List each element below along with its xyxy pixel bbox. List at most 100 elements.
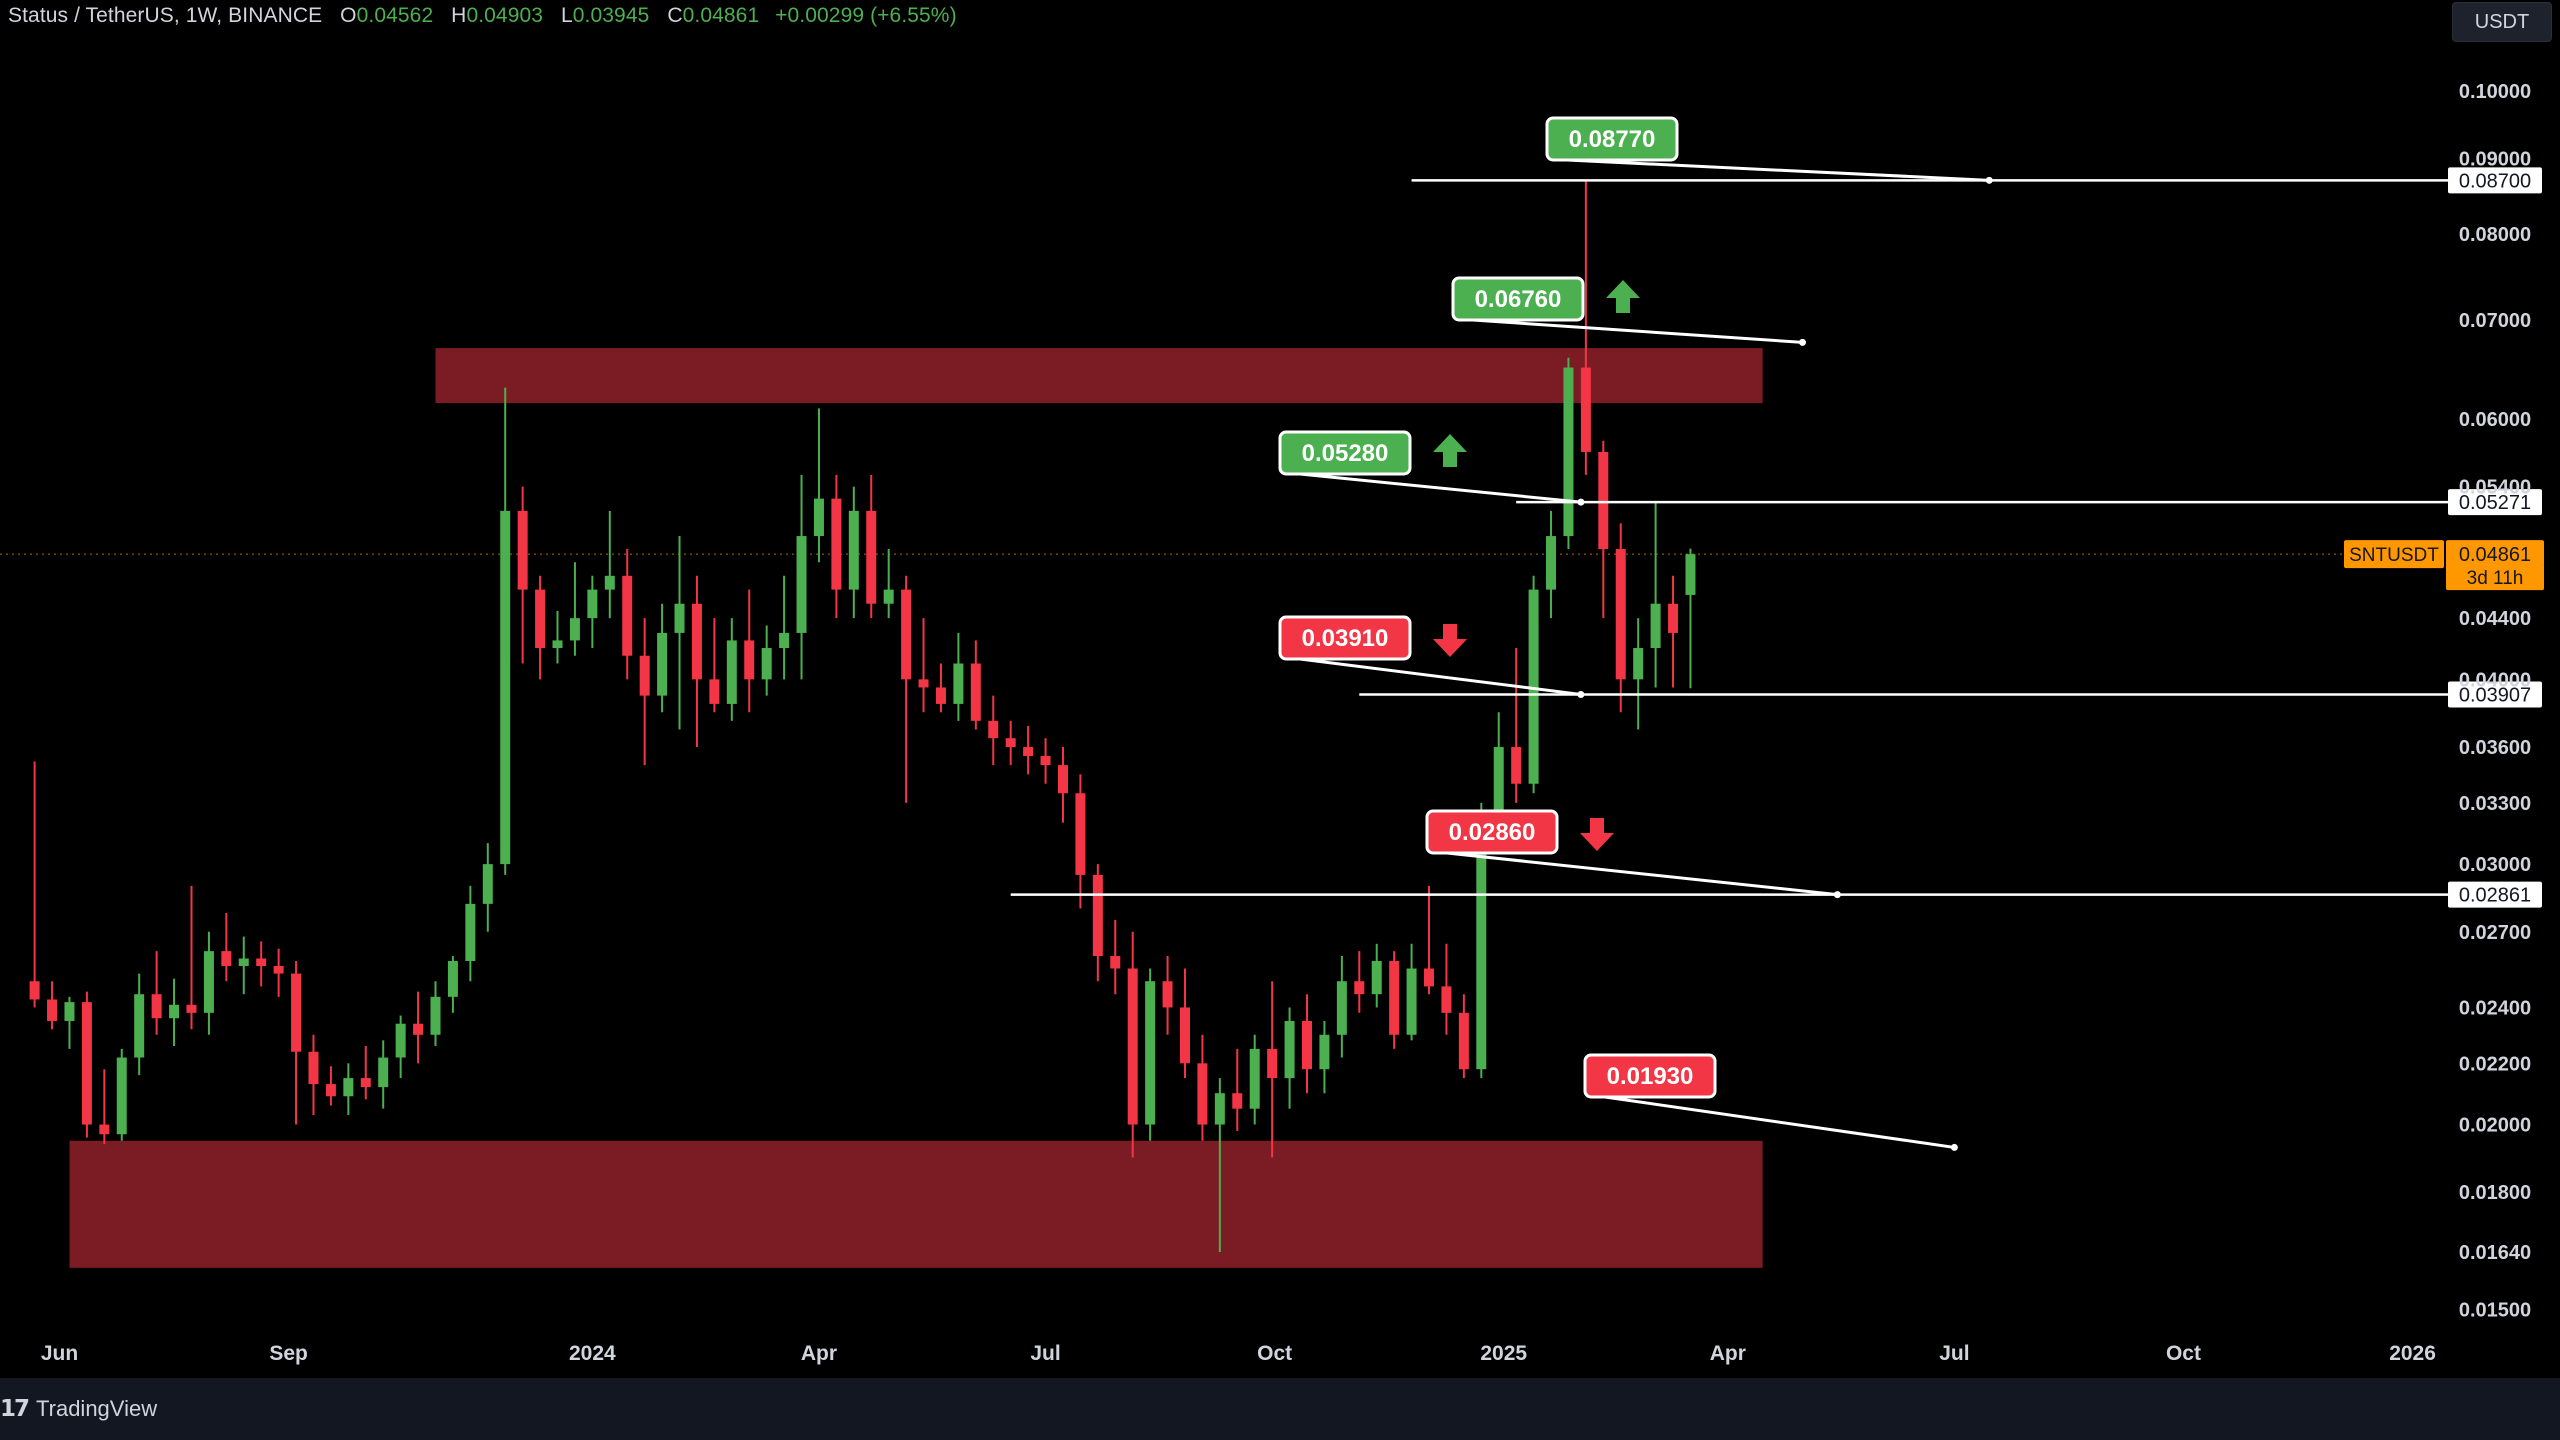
candle-body <box>291 973 302 1052</box>
candle-body <box>1162 981 1173 1008</box>
open-value: 0.04562 <box>356 4 434 27</box>
candle-body <box>430 996 441 1035</box>
symbol-title: Status / TetherUS, 1W, BINANCE <box>8 4 323 27</box>
y-tick-label: 0.03300 <box>2459 793 2531 815</box>
footer-bar <box>0 1378 2560 1440</box>
x-axis: JunSep2024AprJulOct2025AprJulOct2026AprJ… <box>41 1342 2436 1365</box>
candle-body <box>447 960 458 997</box>
zone-rect-1 <box>435 348 1763 404</box>
price-chart[interactable]: 0.08700 0.08770 0.06760 0.05271 0.05280 0.039… <box>0 0 2560 1378</box>
callout-box-6 <box>1583 1053 1717 1099</box>
candle-body <box>1232 1093 1243 1109</box>
callout-anchor-dot-4 <box>1577 690 1585 698</box>
candle-body <box>657 632 668 696</box>
callout-label-6: 0.01930 <box>1607 1063 1694 1090</box>
candle-body <box>639 655 650 696</box>
candle-body <box>883 589 894 604</box>
candle-body <box>1005 738 1016 748</box>
candle-body <box>1476 822 1487 1070</box>
callout-pointer-6 <box>1604 1095 1955 1149</box>
candle-body <box>848 510 859 590</box>
candle-body <box>1302 1020 1312 1070</box>
candle-body <box>901 589 912 680</box>
callout-box-1 <box>1545 116 1679 162</box>
candle-body <box>1040 756 1051 766</box>
callout-pointer-2 <box>1472 318 1803 344</box>
candle-body <box>413 1023 424 1035</box>
candle-body <box>1493 747 1504 823</box>
currency-button[interactable]: USDT <box>2452 2 2552 42</box>
candle-body <box>535 589 546 649</box>
symbol-tag-label: SNTUSDT <box>2349 545 2439 566</box>
candle-body <box>1546 536 1557 590</box>
candle-body <box>1354 981 1365 995</box>
x-tick-label: Oct <box>1257 1342 1292 1365</box>
candle-body <box>1668 603 1679 633</box>
callout-anchor-dot-5 <box>1833 891 1841 899</box>
candle-body <box>1145 981 1156 1125</box>
x-tick-label: Sep <box>269 1342 308 1365</box>
y-tick-label: 0.03000 <box>2459 854 2531 876</box>
close-value: 0.04861 <box>682 4 760 27</box>
x-tick-label: Jul <box>1939 1342 1969 1365</box>
candle-body <box>1179 1007 1190 1064</box>
callout-box-4 <box>1278 615 1412 661</box>
y-axis: 0.10000 0.09000 0.08000 0.07000 0.06000 0.054… <box>2459 81 2531 1321</box>
callout-label-5: 0.02860 <box>1449 819 1536 846</box>
candle-body <box>622 575 633 656</box>
candle-body <box>1057 765 1068 794</box>
x-tick-label: Jul <box>1030 1342 1060 1365</box>
candle-body <box>378 1057 389 1088</box>
axis-level-label-3: 0.05271 <box>2459 492 2531 514</box>
axis-level-label-1: 0.08700 <box>2459 170 2531 192</box>
x-tick-label: 2026 <box>2389 1342 2436 1365</box>
callout-label-2: 0.06760 <box>1475 286 1562 313</box>
callout-anchor-dot-1 <box>1985 176 1993 184</box>
candle-body <box>1197 1063 1208 1125</box>
candle-body <box>1284 1020 1295 1079</box>
tradingview-logo[interactable]: 17 TradingView <box>0 1394 157 1424</box>
candle-body <box>1127 968 1138 1125</box>
candle-body <box>325 1084 336 1097</box>
candle-body <box>308 1051 319 1085</box>
candle-body <box>569 618 580 641</box>
candle-body <box>813 498 824 537</box>
y-tick-label: 0.01640 <box>2459 1242 2531 1264</box>
candle-body <box>1511 747 1522 784</box>
candle-body <box>1214 1093 1225 1125</box>
low-label: L <box>561 4 573 27</box>
candle-body <box>796 536 807 633</box>
y-tick-label: 0.02400 <box>2459 997 2531 1019</box>
arrow-up-icon <box>1433 434 1467 467</box>
x-tick-label: 2024 <box>569 1342 616 1365</box>
callout-pointer-3 <box>1299 472 1582 504</box>
candle-body <box>395 1023 406 1058</box>
candle-body <box>674 603 685 633</box>
candle-body <box>1633 648 1644 680</box>
y-tick-label: 0.03600 <box>2459 737 2531 759</box>
candle-body <box>604 575 615 590</box>
y-tick-label: 0.01800 <box>2459 1182 2531 1204</box>
arrow-down-icon <box>1580 818 1614 851</box>
candle-body <box>238 958 249 966</box>
candle-body <box>866 510 877 604</box>
arrow-down-icon <box>1433 624 1467 657</box>
x-tick-label: Oct <box>2166 1342 2201 1365</box>
y-tick-label: 0.09000 <box>2459 149 2531 171</box>
candle-body <box>482 864 493 904</box>
high-label: H <box>451 4 467 27</box>
callout-anchor-dot-2 <box>1799 338 1807 346</box>
callout-pointer-4 <box>1299 657 1582 696</box>
callout-pointer-5 <box>1446 851 1838 897</box>
axis-level-box-5 <box>2448 881 2542 908</box>
y-tick-label: 0.04000 <box>2459 669 2531 691</box>
candle-body <box>1267 1048 1278 1079</box>
change-value: +0.00299 (+6.55%) <box>775 4 957 27</box>
candle-body <box>935 687 946 704</box>
candle-body <box>116 1057 127 1135</box>
candle-body <box>256 958 267 966</box>
x-tick-label: 2025 <box>1480 1342 1527 1365</box>
callout-pointer-1 <box>1566 158 1990 182</box>
candle-body <box>1371 960 1382 995</box>
candle-body <box>1598 451 1609 550</box>
